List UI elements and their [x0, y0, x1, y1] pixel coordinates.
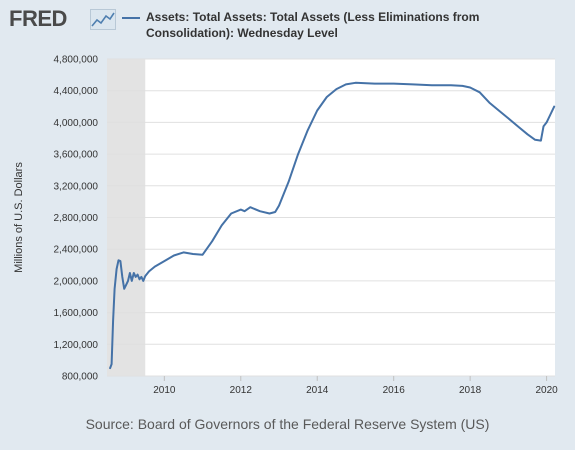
line-chart: 800,000 1,200,000 1,600,000 2,000,000 2,400,… [13, 55, 558, 397]
y-tick-label: 2,800,000 [54, 213, 99, 224]
y-tick-label: 1,200,000 [54, 340, 99, 351]
y-tick-label: 4,400,000 [54, 86, 99, 97]
y-tick-label: 3,600,000 [54, 150, 99, 161]
series-line [109, 81, 556, 370]
y-tick-label: 2,000,000 [54, 276, 99, 287]
fred-logo: FRED [9, 6, 67, 31]
y-tick-label: 2,400,000 [54, 245, 99, 256]
chart-header: FRED Assets: Total Assets: Total Assets … [0, 0, 575, 52]
legend-series-swatch [122, 17, 140, 19]
trend-chart-icon [90, 9, 116, 30]
x-tick-label: 2020 [535, 385, 558, 396]
x-tick-label: 2012 [230, 385, 253, 396]
x-tick-label: 2018 [459, 385, 482, 396]
y-tick-label: 1,600,000 [54, 308, 99, 319]
y-axis-label: Millions of U.S. Dollars [13, 162, 25, 273]
chart-title: Assets: Total Assets: Total Assets (Less… [146, 10, 480, 40]
x-tick-label: 2016 [383, 385, 406, 396]
y-tick-label: 4,000,000 [54, 118, 99, 129]
y-tick-label: 3,200,000 [54, 181, 99, 192]
x-tick-label: 2010 [153, 385, 176, 396]
source-note: Source: Board of Governors of the Federa… [85, 416, 490, 432]
y-tick-label: 4,800,000 [54, 55, 99, 66]
y-tick-label: 800,000 [62, 372, 99, 383]
x-tick-label: 2014 [306, 385, 329, 396]
